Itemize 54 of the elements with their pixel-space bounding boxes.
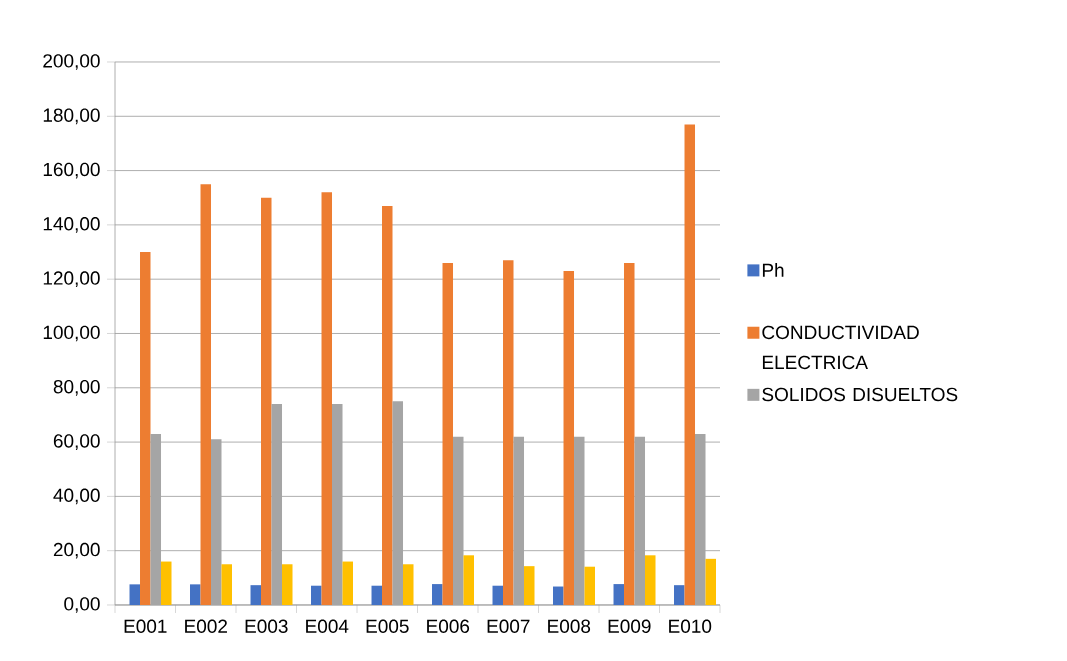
y-tick-label: 40,00	[53, 488, 100, 505]
bar	[140, 252, 151, 605]
bar	[282, 564, 293, 605]
y-tick-label: 140,00	[43, 217, 100, 233]
bar	[553, 586, 564, 605]
bar	[645, 555, 656, 605]
bar	[250, 585, 262, 605]
bar	[129, 584, 141, 605]
legend-label: SOLIDOS DISUELTOS	[762, 387, 958, 402]
bar	[705, 558, 717, 605]
bar	[161, 561, 172, 605]
bar	[321, 192, 333, 605]
y-tick-label: 160,00	[43, 162, 100, 179]
bar	[684, 124, 696, 605]
bar	[200, 184, 212, 605]
x-tick-label: E010	[669, 619, 712, 633]
x-tick-label: E003	[245, 619, 288, 633]
x-tick-label: E005	[366, 619, 409, 633]
x-tick-label: E006	[427, 619, 470, 633]
y-tick-label: 0,00	[64, 597, 100, 613]
x-tick-label: E007	[487, 619, 530, 633]
bar	[624, 262, 635, 605]
bar	[584, 566, 596, 605]
bar	[190, 584, 201, 605]
bar	[432, 584, 443, 605]
y-tick-label: 200,00	[43, 54, 100, 70]
bar	[311, 585, 322, 605]
bar	[463, 555, 475, 605]
x-tick-label: E008	[548, 619, 591, 633]
bar	[492, 585, 504, 605]
bar	[674, 585, 685, 605]
y-tick-label: 20,00	[53, 542, 100, 559]
legend-label: CONDUCTIVIDAD ELECTRICA	[762, 325, 919, 370]
y-tick-label: 60,00	[53, 434, 100, 450]
y-tick-label: 80,00	[53, 379, 100, 396]
bar	[613, 584, 625, 605]
legend-label: Ph	[762, 263, 784, 277]
bar	[382, 205, 393, 605]
x-tick-label: E001	[124, 619, 167, 633]
bar	[442, 262, 454, 605]
bar	[403, 564, 414, 605]
bar	[524, 566, 535, 605]
bar	[563, 271, 575, 605]
bar	[342, 561, 354, 605]
x-tick-label: E009	[608, 619, 651, 633]
y-tick-label: 100,00	[43, 325, 100, 342]
y-tick-label: 120,00	[43, 271, 100, 288]
bar	[261, 197, 272, 605]
bar	[371, 585, 383, 605]
y-tick-label: 180,00	[43, 108, 100, 125]
x-tick-label: E004	[306, 619, 349, 633]
bar	[503, 260, 514, 605]
x-tick-label: E002	[185, 619, 227, 633]
bar	[221, 564, 233, 605]
